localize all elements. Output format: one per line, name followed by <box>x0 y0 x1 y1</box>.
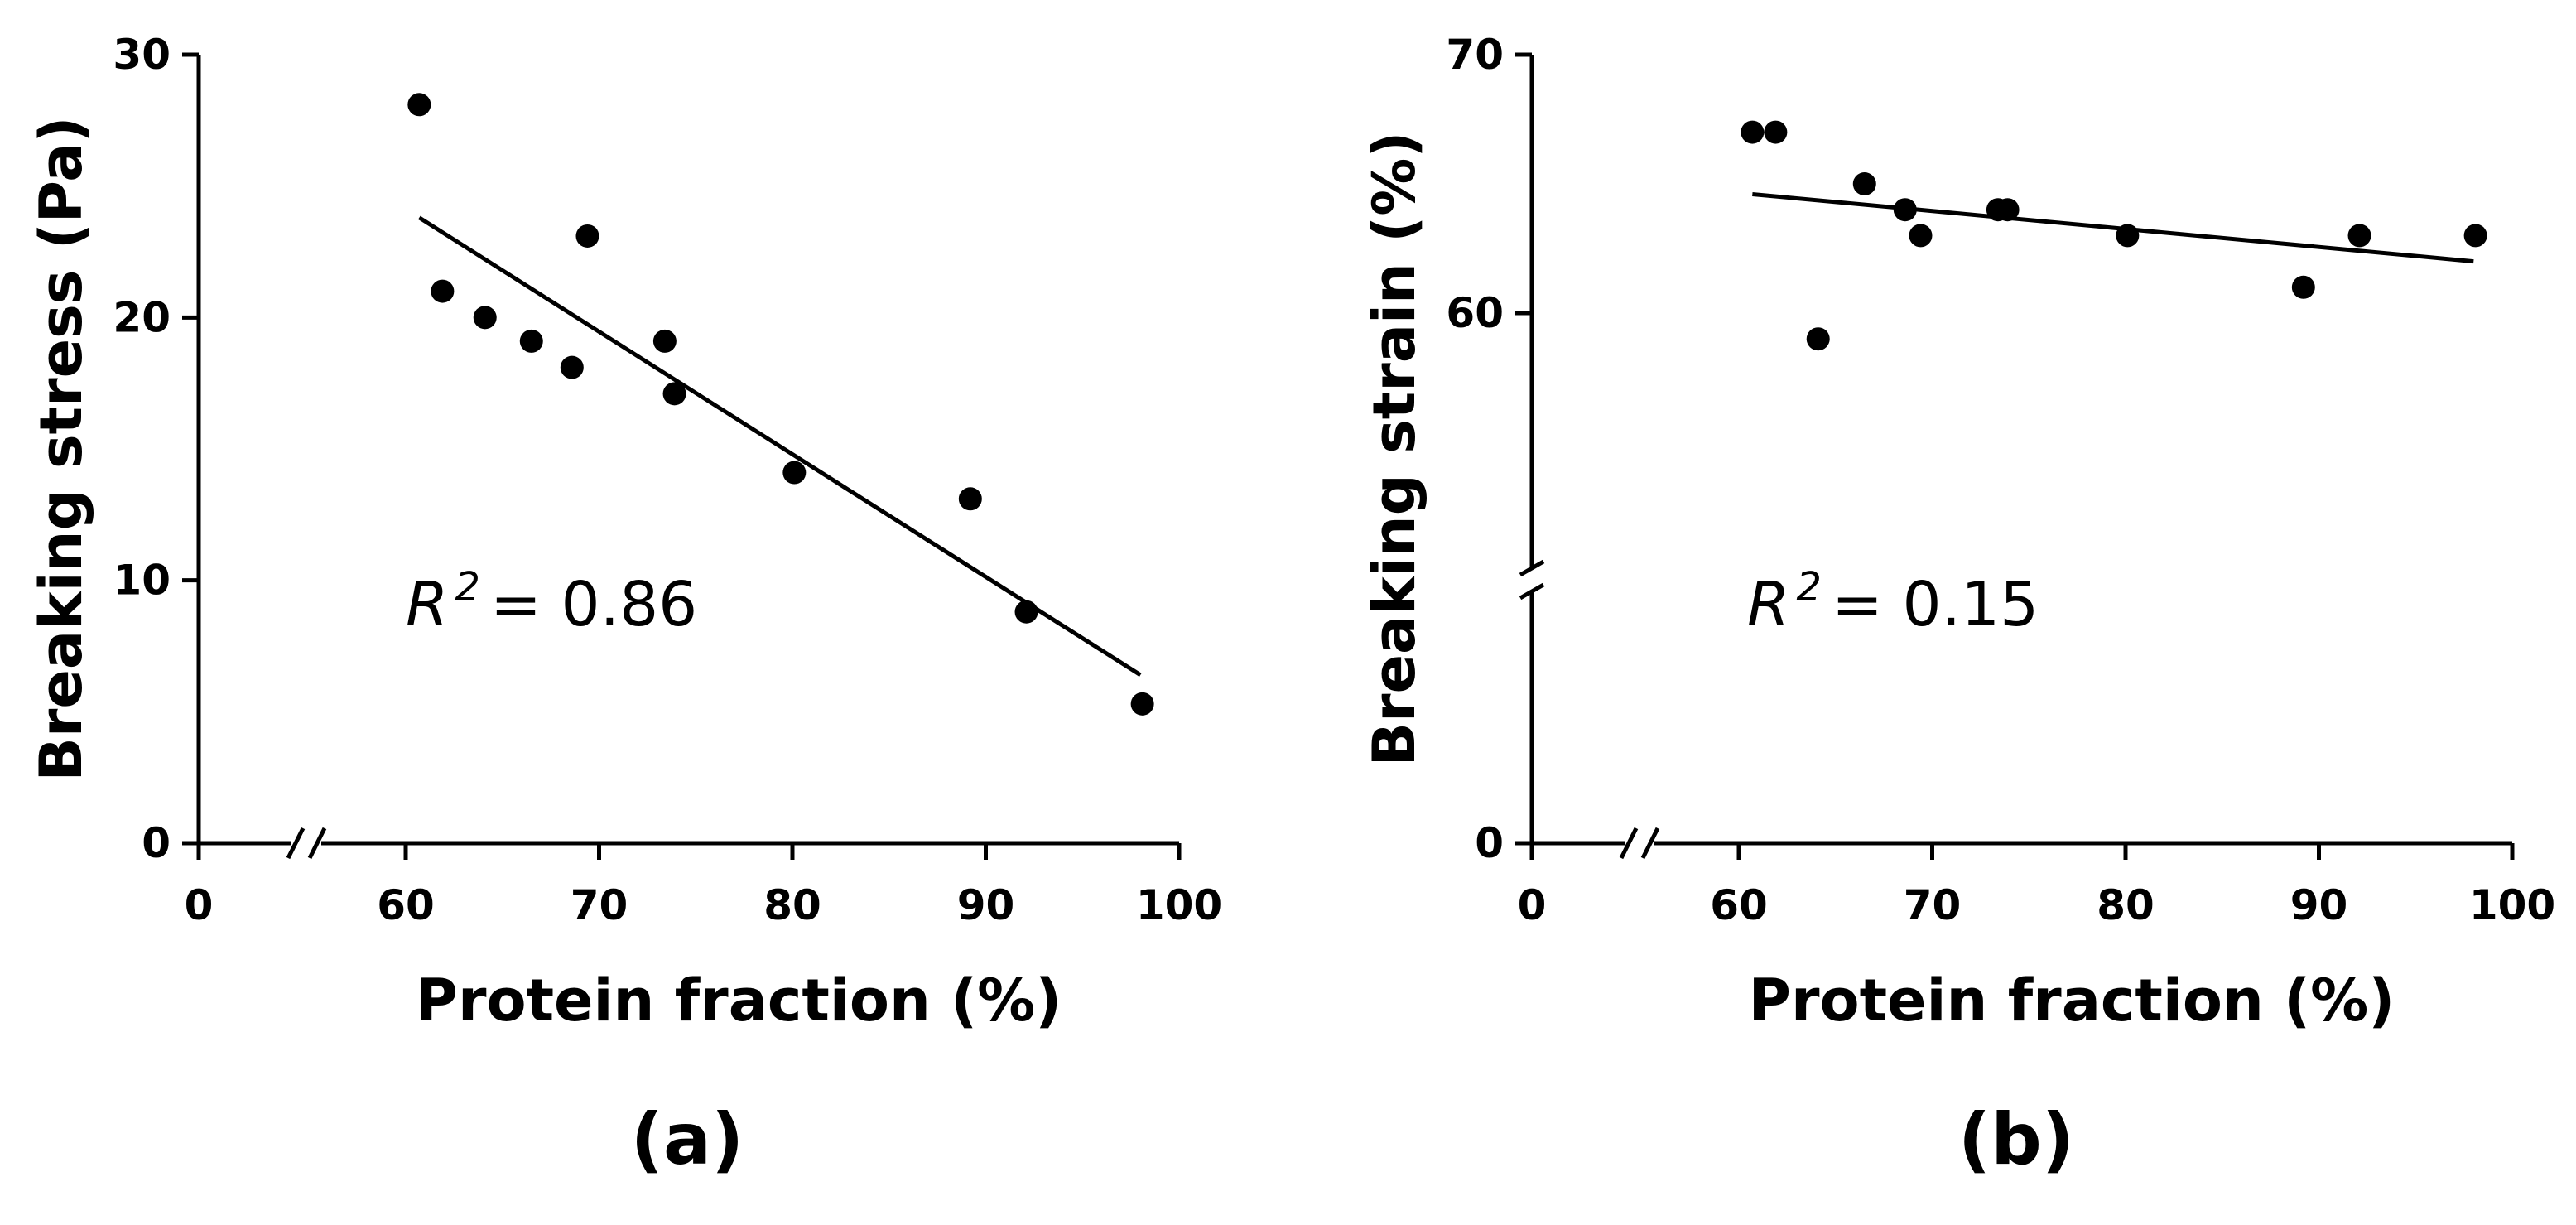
y-tick-label: 20 <box>113 293 171 341</box>
y-tick-label: 70 <box>1446 31 1504 79</box>
data-point <box>782 461 807 485</box>
data-point <box>2347 224 2371 248</box>
data-point <box>431 279 455 303</box>
regression-line <box>418 215 1142 678</box>
axes <box>182 52 1182 860</box>
x-tick-label: 60 <box>1710 881 1768 929</box>
data-point <box>519 329 543 353</box>
data-point <box>2291 275 2315 299</box>
r-squared-value: = 0.15 <box>1832 569 2039 640</box>
data-point <box>1909 224 1933 248</box>
x-tick-label: 90 <box>2290 881 2348 929</box>
r-symbol: R <box>1747 569 1789 640</box>
data-point <box>1764 120 1788 144</box>
x-tick-label: 70 <box>1904 881 1962 929</box>
y-axis-break-mark <box>1519 559 1545 577</box>
x-tick-label: 90 <box>957 881 1015 929</box>
x-tick-label: 100 <box>2469 881 2555 929</box>
data-point <box>407 93 431 117</box>
x-axis-title: Protein fraction (%) <box>416 967 1062 1034</box>
x-axis-title: Protein fraction (%) <box>1749 967 2395 1034</box>
chart-panel-a: 0 60 70 80 90 100 0 10 20 30 Protein fraction (%) B… <box>27 31 1222 1181</box>
x-axis-break-mark <box>286 827 306 860</box>
y-tick-label: 0 <box>1475 819 1504 867</box>
x-axis-break-mark <box>1619 827 1639 860</box>
data-point <box>473 306 497 330</box>
data-point <box>560 355 584 379</box>
data-point <box>958 487 982 511</box>
data-point <box>1806 327 1830 351</box>
data-point <box>1741 120 1765 144</box>
data-point <box>2116 224 2140 248</box>
r-superscript: 2 <box>1796 564 1822 610</box>
data-point <box>1130 692 1154 716</box>
r-superscript: 2 <box>455 564 480 610</box>
y-axis-title: Breaking strain (%) <box>1360 132 1428 767</box>
y-tick-label: 10 <box>113 557 171 605</box>
panel-label: (a) <box>631 1098 744 1181</box>
y-tick-label: 30 <box>113 31 171 79</box>
x-axis-break-mark <box>1640 827 1660 860</box>
data-point <box>1852 172 1876 195</box>
x-tick-label: 100 <box>1136 881 1222 929</box>
x-tick-label: 80 <box>763 881 821 929</box>
data-point <box>652 329 677 353</box>
data-point <box>2463 224 2487 248</box>
chart-panel-b: 0 60 70 80 90 100 0 60 70 Protein fraction (%) Bre… <box>1360 31 2555 1181</box>
x-tick-label: 60 <box>377 881 435 929</box>
y-tick-label: 60 <box>1446 289 1504 337</box>
data-point <box>1996 198 2020 222</box>
r-squared-annotation: R 2 = 0.86 <box>406 564 697 640</box>
x-axis-break-mark <box>307 827 327 860</box>
x-tick-label: 80 <box>2097 881 2155 929</box>
panel-label: (b) <box>1958 1098 2074 1181</box>
data-point <box>662 382 686 406</box>
r-symbol: R <box>406 569 448 640</box>
x-tick-label: 70 <box>571 881 628 929</box>
data-point <box>1893 198 1917 222</box>
r-squared-value: = 0.86 <box>490 569 697 640</box>
regression-line <box>1752 191 2474 264</box>
r-squared-annotation: R 2 = 0.15 <box>1747 564 2039 640</box>
data-point <box>575 224 599 248</box>
x-tick-label: 0 <box>185 881 214 929</box>
y-tick-label: 0 <box>142 819 171 867</box>
data-point <box>1014 600 1038 624</box>
y-axis-break-mark <box>1519 582 1545 600</box>
x-tick-label: 0 <box>1518 881 1547 929</box>
axes <box>1515 52 2515 860</box>
y-axis-title: Breaking stress (Pa) <box>27 117 95 782</box>
